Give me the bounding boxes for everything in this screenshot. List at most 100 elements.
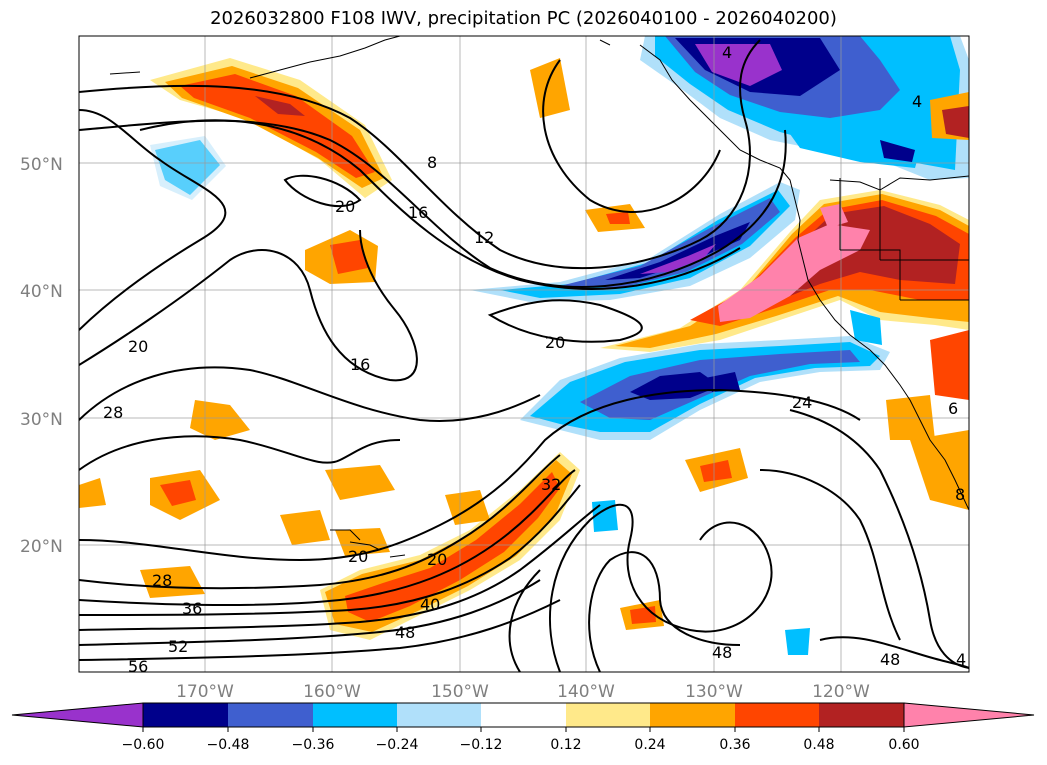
colorbar-bin — [566, 703, 650, 727]
positive-cell — [79, 478, 106, 508]
contour-line — [508, 569, 541, 672]
contour-label: 48 — [712, 643, 732, 662]
colorbar-bin — [313, 703, 397, 727]
negative-cell — [850, 310, 882, 345]
positive-cell — [280, 510, 330, 545]
colorbar-label: 0.60 — [888, 737, 919, 753]
contour-label: 4 — [956, 650, 966, 669]
contour-label: 20 — [427, 550, 447, 569]
contour-line — [79, 109, 227, 331]
contour-label: 20 — [128, 337, 148, 356]
positive-cell — [140, 566, 205, 598]
lon-tick-label: 150°W — [431, 682, 489, 702]
contour-line — [588, 551, 741, 672]
colorbar-label: −0.24 — [376, 737, 419, 753]
contour-label: 28 — [152, 571, 172, 590]
positive-cell-core — [330, 240, 368, 274]
iwv-contours — [79, 39, 969, 672]
colorbar-frame — [142, 702, 905, 728]
contour-label: 16 — [350, 355, 370, 374]
contour-label: 24 — [792, 393, 812, 412]
lat-tick-label: 50°N — [20, 155, 63, 175]
contour-line — [759, 469, 901, 641]
contour-label: 20 — [335, 197, 355, 216]
positive-band-gulf-alaska-peak — [255, 96, 305, 116]
negative-region-bc-core — [880, 140, 915, 162]
negative-filament-ca — [470, 182, 800, 302]
lat-tick-label: 20°N — [20, 537, 63, 557]
contour-label: 4 — [722, 43, 732, 62]
colorbar-bin — [481, 703, 566, 727]
negative-cell — [785, 628, 810, 655]
lat-tick-label: 40°N — [20, 282, 63, 302]
colorbar-bin — [735, 703, 819, 727]
contour-label: 32 — [541, 475, 561, 494]
negative-cell-light — [150, 136, 226, 200]
lon-tick-label: 120°W — [812, 682, 870, 702]
contour-label: 20 — [348, 547, 368, 566]
contour-label: 40 — [420, 595, 440, 614]
negative-cell — [592, 500, 618, 532]
coastline-gulf-alaska — [639, 44, 969, 511]
map-title: 2026032800 F108 IWV, precipitation PC (2… — [210, 8, 837, 29]
contour-label: 8 — [955, 485, 965, 504]
negative-filament-ca-4 — [605, 222, 750, 280]
positive-cell — [910, 430, 969, 510]
lat-tick-label: 30°N — [20, 410, 63, 430]
positive-cell — [325, 465, 395, 500]
lon-tick-label: 160°W — [303, 682, 361, 702]
contour-line — [79, 388, 861, 562]
colorbar-label: −0.60 — [122, 737, 165, 753]
contour-label-layer: 8 16 12 20 4 4 20 16 28 20 24 32 20 20 2… — [103, 43, 966, 676]
plot-frame — [78, 35, 970, 673]
lon-tick-label: 130°W — [685, 682, 743, 702]
colorbar-label: −0.12 — [460, 737, 503, 753]
contour-line — [139, 119, 741, 290]
negative-band-30n-4 — [630, 372, 720, 400]
contour-label: 20 — [545, 333, 565, 352]
colorbar: −0.60 −0.48 −0.36 −0.24 −0.12 0.12 0.24 … — [11, 702, 1035, 753]
contour-label: 48 — [880, 650, 900, 669]
positive-cell-core — [160, 480, 196, 506]
colorbar-label: 0.12 — [550, 737, 581, 753]
contour-line — [79, 469, 576, 606]
positive-ar-california-peak — [718, 224, 870, 322]
contour-line — [79, 39, 761, 270]
contour-line — [487, 299, 643, 343]
positive-cell-core — [700, 460, 732, 482]
contour-label: 28 — [103, 403, 123, 422]
colorbar-bin — [143, 703, 228, 727]
coastline-islands — [109, 39, 969, 191]
colorbar-bin — [819, 703, 904, 727]
positive-band-subtropical-3 — [345, 472, 560, 622]
contour-line — [549, 503, 773, 672]
contour-label: 36 — [182, 599, 202, 618]
positive-cell — [335, 528, 390, 556]
contour-line — [79, 579, 541, 646]
positive-cell — [530, 58, 570, 118]
contour-label: 4 — [912, 92, 922, 111]
colorbar-label: 0.24 — [634, 737, 665, 753]
contour-line — [542, 59, 721, 213]
contour-line — [79, 484, 581, 616]
coastline-hawaii — [330, 529, 406, 558]
contour-label: 56 — [128, 657, 148, 676]
contour-line — [819, 636, 969, 669]
contour-label: 16 — [408, 203, 428, 222]
colorbar-bin — [228, 703, 313, 727]
contour-line — [79, 599, 561, 661]
colorbar-label: −0.48 — [207, 737, 250, 753]
contour-line — [79, 366, 541, 422]
contour-line — [79, 435, 401, 471]
colorbar-bin — [397, 703, 481, 727]
colorbar-label: −0.36 — [292, 737, 335, 753]
contour-label: 52 — [168, 637, 188, 656]
coastlines — [109, 36, 969, 558]
lon-tick-label: 170°W — [176, 682, 234, 702]
colorbar-label: 0.48 — [803, 737, 834, 753]
contour-line — [79, 229, 418, 382]
positive-cell-core — [930, 330, 969, 400]
positive-cell-core — [606, 212, 630, 224]
colorbar-bin — [650, 703, 735, 727]
